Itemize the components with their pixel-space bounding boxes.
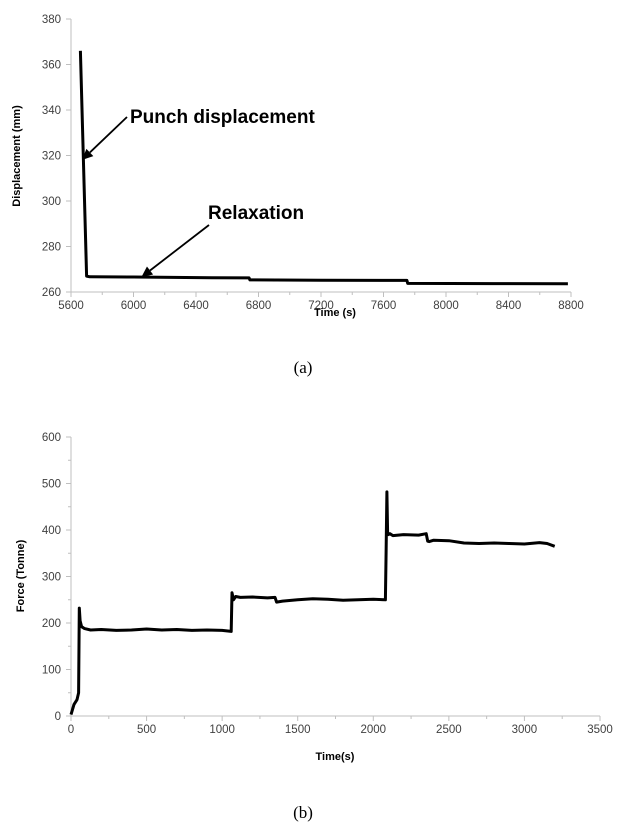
chart-b-x-tick-label: 3500 <box>587 724 613 736</box>
chart-a: 260 280 300 320 340 360 380 5600 6000 6400 6800 720… <box>11 14 584 377</box>
chart-b-x-tick-label: 500 <box>137 724 156 736</box>
chart-a-x-axis-title: Time (s) <box>314 307 356 319</box>
chart-b-x-tick-label: 3000 <box>512 724 538 736</box>
chart-b-y-tick-label: 200 <box>42 618 61 630</box>
annotation-arrow-head <box>81 148 94 161</box>
chart-b-y-axis-title: Force (Tonne) <box>15 539 27 612</box>
annotation-label: Relaxation <box>208 203 304 224</box>
chart-a-x-tick-label: 5600 <box>58 300 84 312</box>
chart-a-series-line <box>78 50 568 286</box>
chart-b-axes <box>66 436 601 721</box>
chart-a-y-tick-label: 340 <box>42 105 61 117</box>
chart-a-x-tick-label: 7200 <box>308 300 334 312</box>
chart-b-caption: (b) <box>293 803 313 822</box>
chart-a-x-tick-label: 6400 <box>183 300 209 312</box>
chart-b-x-tick-label: 0 <box>68 724 74 736</box>
chart-b-x-tick-label: 2000 <box>360 724 386 736</box>
chart-b-x-tick-label: 1500 <box>285 724 311 736</box>
annotation-arrow-head <box>141 266 154 278</box>
chart-b-x-tick-label: 1000 <box>209 724 235 736</box>
chart-a-x-tick-label: 6800 <box>246 300 272 312</box>
chart-b-y-tick-label: 0 <box>55 711 61 723</box>
chart-a-x-tick-label: 8800 <box>558 300 584 312</box>
chart-a-x-tick-label: 8400 <box>496 300 522 312</box>
annotation-arrow-shaft <box>149 224 210 272</box>
annotation-arrow-shaft <box>89 116 128 154</box>
chart-a-y-tick-label: 380 <box>42 14 61 26</box>
chart-b-y-tick-label: 300 <box>42 572 61 584</box>
chart-b-y-tick-label: 100 <box>42 665 61 677</box>
chart-a-y-axis-title: Displacement (mm) <box>11 105 23 207</box>
chart-a-x-tick-label: 8000 <box>433 300 459 312</box>
chart-b-y-tick-label: 500 <box>42 479 61 491</box>
chart-b-x-axis-title: Time(s) <box>316 751 355 763</box>
chart-a-annotations: Punch displacement Relaxation <box>81 107 315 278</box>
chart-b-x-tick-label: 2500 <box>436 724 462 736</box>
chart-a-y-tick-label: 260 <box>42 287 61 299</box>
chart-a-axes <box>66 18 572 297</box>
annotation-label: Punch displacement <box>130 107 315 128</box>
chart-a-y-tick-label: 360 <box>42 60 61 72</box>
chart-b-series-line <box>69 490 556 716</box>
chart-b-y-tick-label: 400 <box>42 525 61 537</box>
chart-b: 0 100 200 300 400 500 600 0 500 1000 1500 2000 2500 3… <box>15 432 613 822</box>
chart-a-x-tick-label: 6000 <box>121 300 147 312</box>
chart-a-x-tick-label: 7600 <box>371 300 397 312</box>
chart-a-series <box>78 50 568 286</box>
chart-b-y-tick-label: 600 <box>42 432 61 444</box>
chart-a-tick-labels: 260 280 300 320 340 360 380 5600 6000 6400 6800 720… <box>42 14 584 312</box>
chart-b-series <box>69 490 556 716</box>
chart-a-caption: (a) <box>294 358 313 377</box>
chart-a-y-tick-label: 280 <box>42 242 61 254</box>
chart-b-tick-labels: 0 100 200 300 400 500 600 0 500 1000 1500 2000 2500 3… <box>42 432 613 736</box>
chart-a-y-tick-label: 320 <box>42 151 61 163</box>
chart-a-y-tick-label: 300 <box>42 196 61 208</box>
